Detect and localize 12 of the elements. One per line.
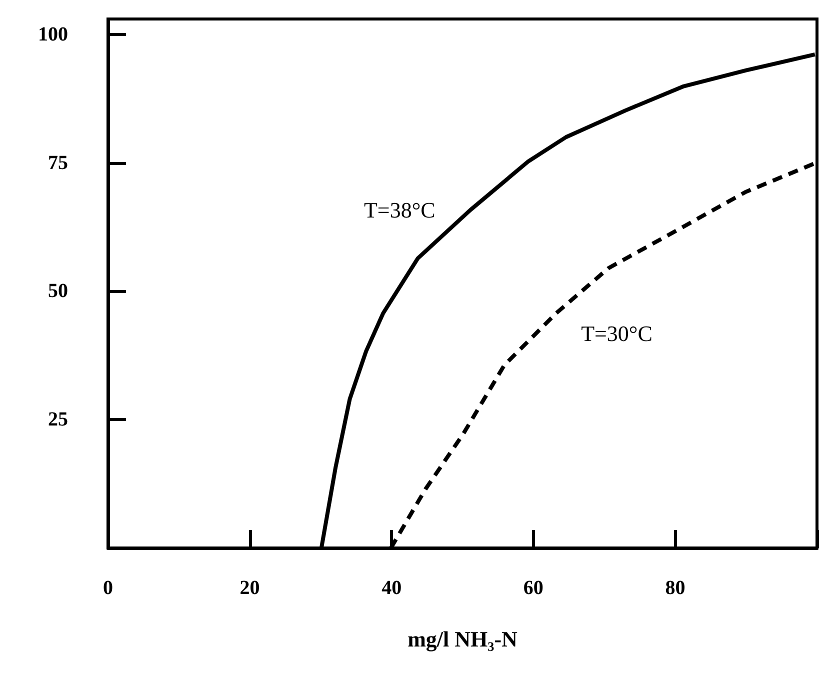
y-tick-label: 50 (48, 280, 68, 302)
x-tick-label: 80 (665, 577, 686, 599)
x-axis-title: mg/l NH₃-N (408, 626, 518, 652)
y-tick-label: 100 (38, 23, 68, 46)
x-tick-label: 60 (523, 577, 544, 599)
y-tick-label: 75 (48, 152, 68, 174)
y-tick-label: 25 (48, 408, 68, 431)
series-label: T=38°C (364, 198, 436, 223)
x-tick-label: 40 (382, 577, 402, 599)
series-label: T=30°C (581, 320, 652, 346)
x-tick-label: 20 (240, 577, 260, 599)
x-tick-label: 0 (103, 577, 113, 599)
